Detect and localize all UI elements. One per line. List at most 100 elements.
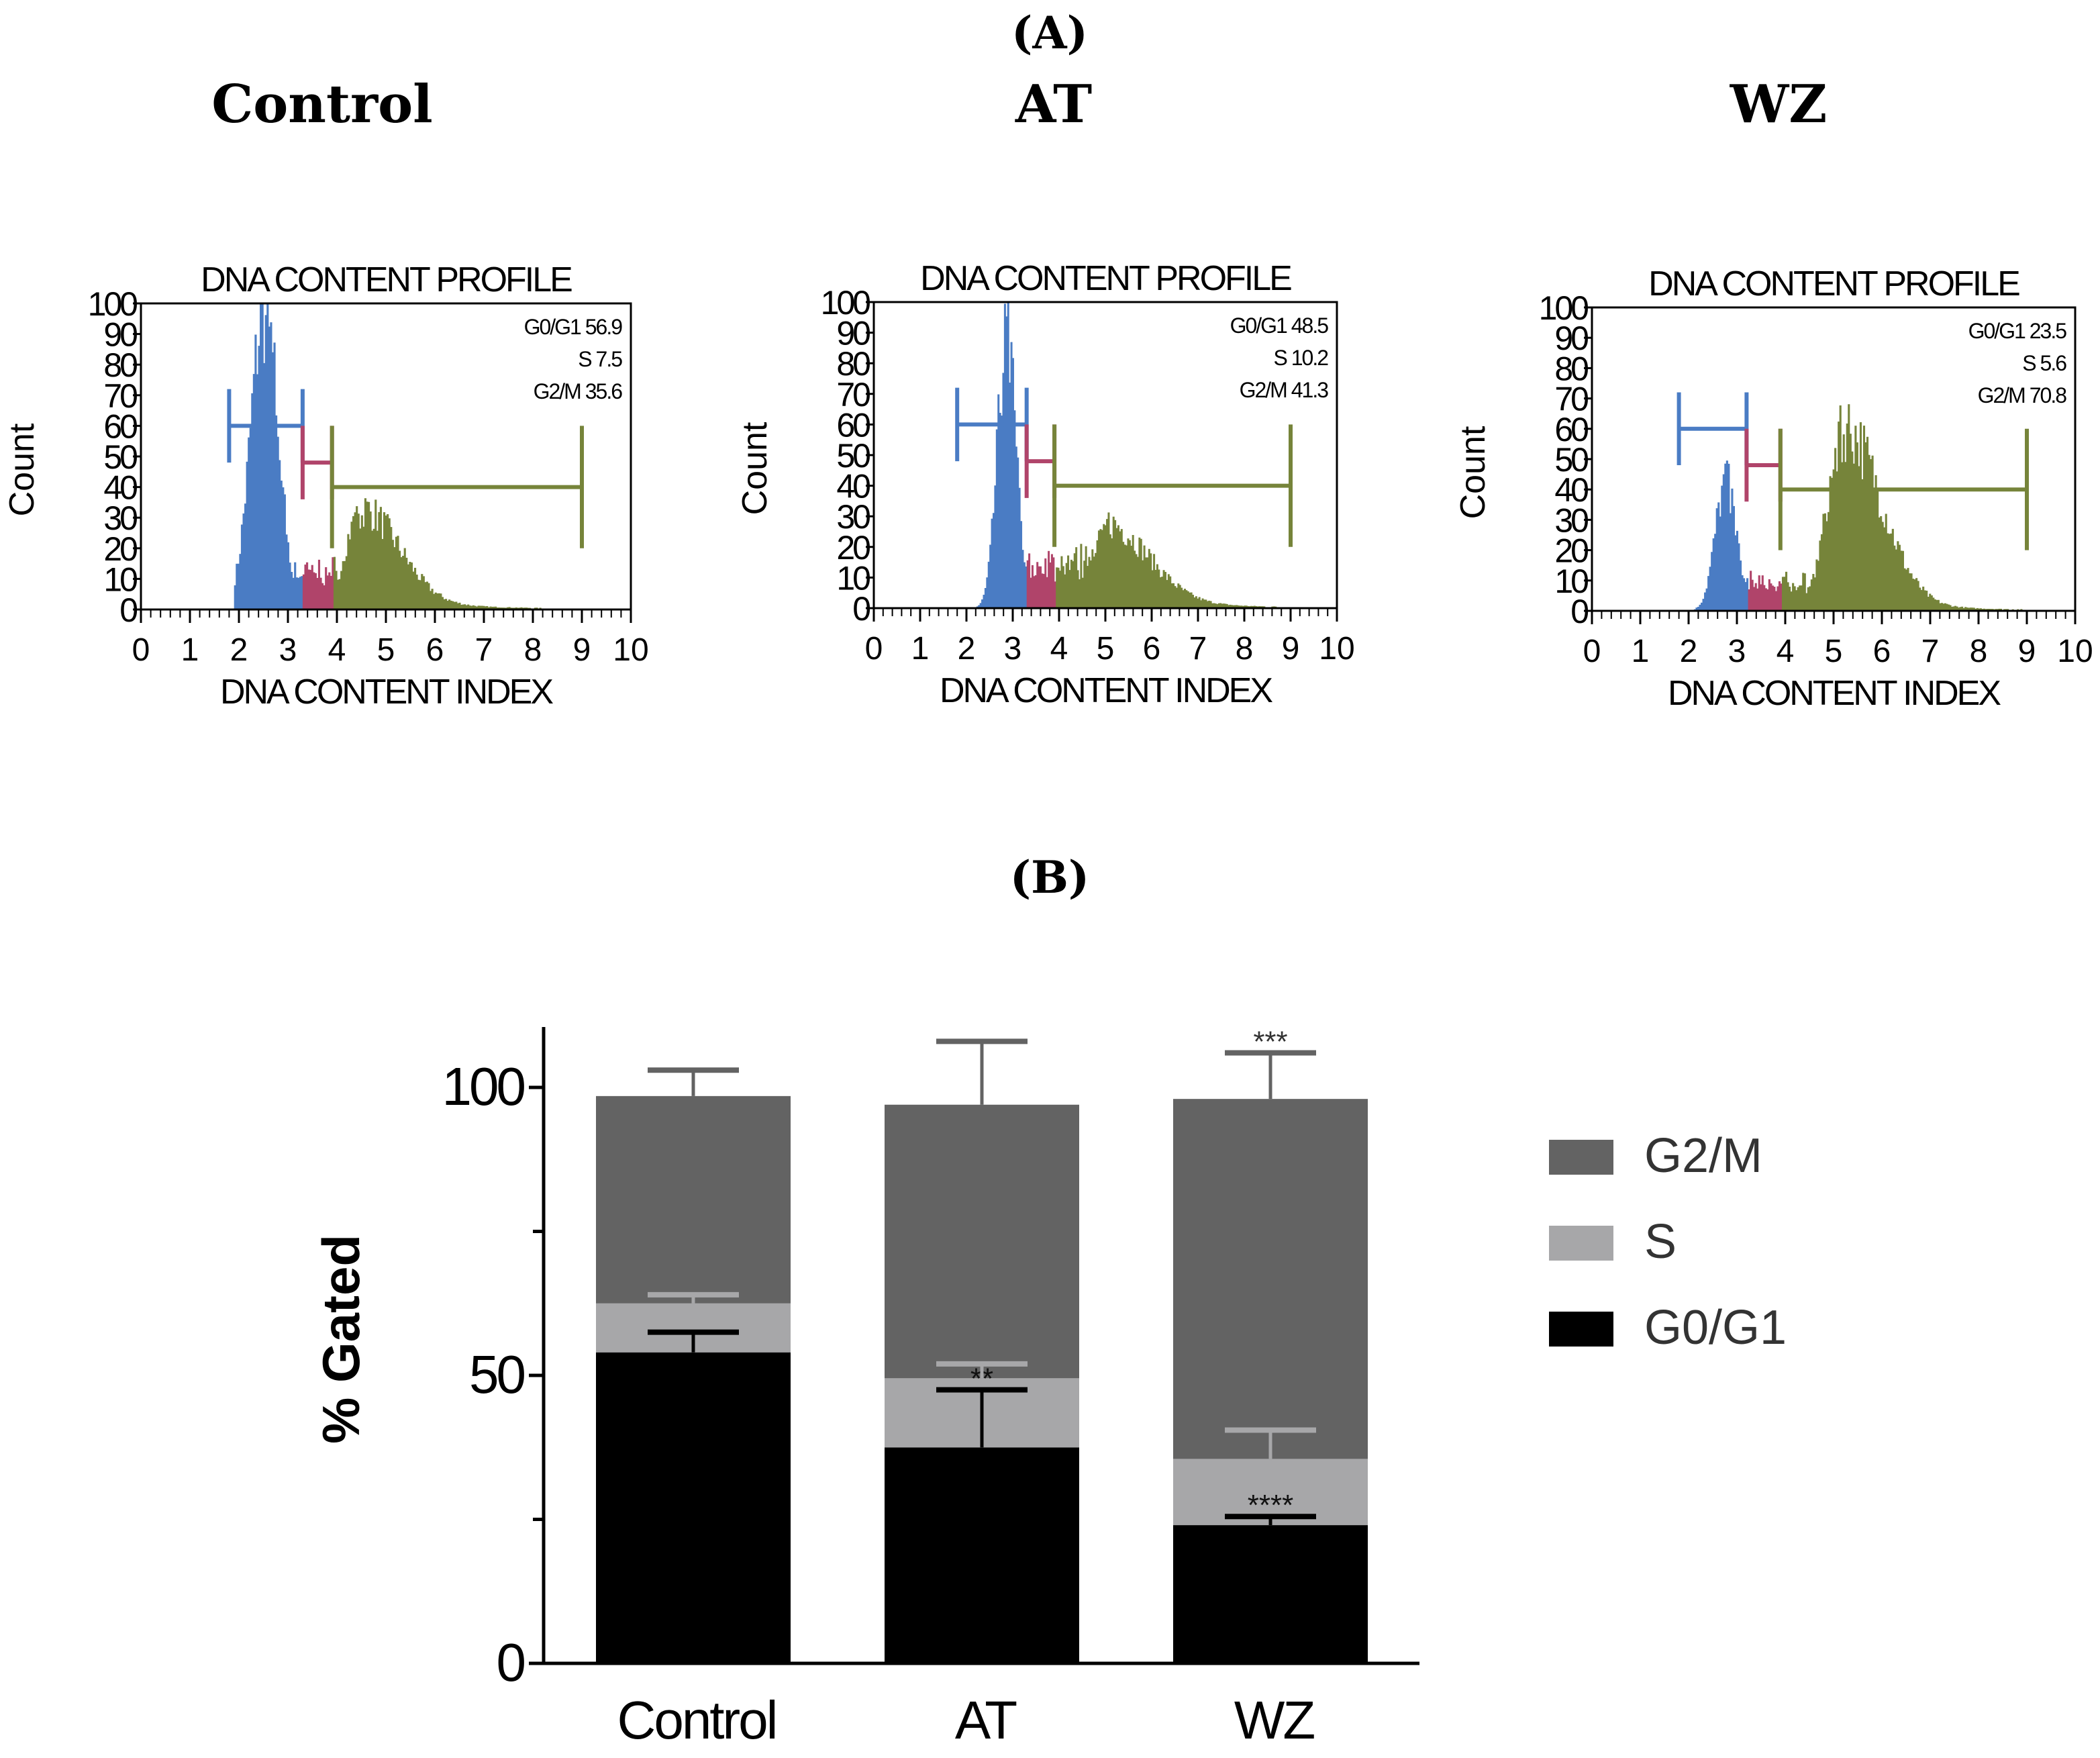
histogram-bin xyxy=(1979,608,1982,611)
histogram-bin xyxy=(1766,589,1769,611)
histogram-bin xyxy=(1080,544,1083,608)
histogram-bin xyxy=(979,603,982,608)
histogram-bin xyxy=(1060,556,1063,608)
x-tick-label: 0 xyxy=(132,632,150,668)
y-tick-label: 60 xyxy=(103,407,137,445)
histogram-bin xyxy=(1193,597,1196,608)
histogram-bin xyxy=(335,571,338,609)
histogram-bin xyxy=(1170,583,1173,608)
histogram-bin xyxy=(1697,606,1700,611)
gate-marker-s xyxy=(1024,424,1057,498)
histogram-bin xyxy=(1164,571,1166,608)
histogram-bin xyxy=(1719,516,1721,611)
histogram-bin xyxy=(1242,605,1244,608)
bar-group-control: Control xyxy=(596,1067,791,1750)
error-bar xyxy=(936,1361,1028,1379)
histogram-bin xyxy=(1167,574,1170,608)
histogram-bin xyxy=(1078,579,1081,608)
histogram-bin xyxy=(978,605,981,608)
histogram-bin xyxy=(1059,571,1062,608)
histogram-bin xyxy=(1954,605,1957,611)
histogram-bin xyxy=(1750,571,1752,611)
histogram-bin xyxy=(1038,566,1040,608)
histogram-bin xyxy=(1185,590,1188,608)
phase-stat: S 7.5 xyxy=(578,347,622,371)
histogram-bin xyxy=(426,581,429,609)
histogram-bin xyxy=(1828,511,1830,611)
histogram-bin xyxy=(1890,533,1893,611)
histogram-bin xyxy=(309,569,312,609)
histogram-bin xyxy=(444,599,448,609)
histogram-bin xyxy=(350,522,353,609)
histogram-bin xyxy=(1162,570,1165,608)
histogram-bin xyxy=(1013,410,1016,608)
histogram-bin xyxy=(254,334,257,609)
histogram-bin xyxy=(1739,560,1742,611)
histogram-bin xyxy=(1146,557,1149,608)
histogram-bin xyxy=(280,480,283,609)
histogram-bin xyxy=(383,512,386,609)
histogram-bin xyxy=(348,539,352,609)
histogram-bin xyxy=(1903,568,1906,611)
histogram-bin xyxy=(1177,583,1180,608)
histogram-bin xyxy=(403,548,406,609)
histogram-bin xyxy=(1972,607,1975,611)
histogram-bin xyxy=(311,565,313,609)
y-tick-label: 10 xyxy=(836,559,870,597)
histogram-bin xyxy=(1028,553,1031,608)
histogram-bin xyxy=(1175,587,1178,608)
histogram-bin xyxy=(385,516,387,609)
histogram-bin xyxy=(1025,566,1028,608)
histogram-bin xyxy=(1758,575,1760,611)
gate-marker-g2-m xyxy=(1778,428,2029,550)
x-tick-label: 6 xyxy=(1873,634,1891,669)
histogram-bin xyxy=(1018,487,1021,608)
histogram-bin xyxy=(1154,569,1157,608)
histogram-bin xyxy=(302,574,305,609)
histogram-bin xyxy=(1746,578,1749,611)
histogram-bin xyxy=(393,547,396,609)
bar-group-wz: *******WZ xyxy=(1173,1026,1368,1750)
histogram-bin xyxy=(1751,579,1754,611)
histogram-bin xyxy=(981,599,984,608)
histogram-bin xyxy=(1881,522,1884,611)
x-tick-label: 3 xyxy=(279,632,297,668)
x-tick-label: 5 xyxy=(377,632,395,668)
histogram-bin xyxy=(1820,534,1823,611)
chart-title: DNA CONTENT PROFILE xyxy=(201,260,572,299)
histogram-bin xyxy=(1714,534,1717,611)
histogram-bin xyxy=(1034,575,1037,608)
histogram-bin xyxy=(1052,557,1055,608)
histogram-bin xyxy=(1962,607,1965,611)
histogram-bin xyxy=(1017,457,1019,608)
histogram-bin xyxy=(1104,525,1107,608)
histogram-bin xyxy=(1205,599,1207,608)
histogram-bin xyxy=(306,562,309,609)
histogram-bin xyxy=(1922,586,1925,611)
histogram-bin xyxy=(1721,485,1723,611)
x-category-label: WZ xyxy=(1234,1690,1315,1750)
histogram-bin xyxy=(1934,599,1936,611)
phase-stat: G0/G1 48.5 xyxy=(1230,313,1329,338)
legend: G2/M S G0/G1 xyxy=(1549,1129,1787,1355)
histogram-bin xyxy=(438,593,440,609)
y-tick-label: 40 xyxy=(836,468,870,505)
histogram-bin xyxy=(292,577,295,609)
histogram-bin xyxy=(467,604,470,609)
histogram-bin xyxy=(1036,562,1039,608)
histogram-bin xyxy=(1771,585,1774,611)
histogram-bin xyxy=(1085,546,1087,608)
histogram-bin xyxy=(1829,476,1832,611)
histogram-bin xyxy=(1011,358,1014,608)
histogram-bin xyxy=(237,563,240,609)
histogram-bin xyxy=(1226,603,1228,608)
histogram-bin xyxy=(1760,584,1762,611)
histogram-bin xyxy=(337,579,340,609)
histogram-bin xyxy=(1033,576,1036,608)
histogram-bin xyxy=(390,527,393,609)
histogram-bin xyxy=(1054,581,1056,608)
histogram-bin xyxy=(1702,599,1705,611)
y-tick-label: 80 xyxy=(103,346,137,384)
x-tick-label: 2 xyxy=(230,632,248,668)
